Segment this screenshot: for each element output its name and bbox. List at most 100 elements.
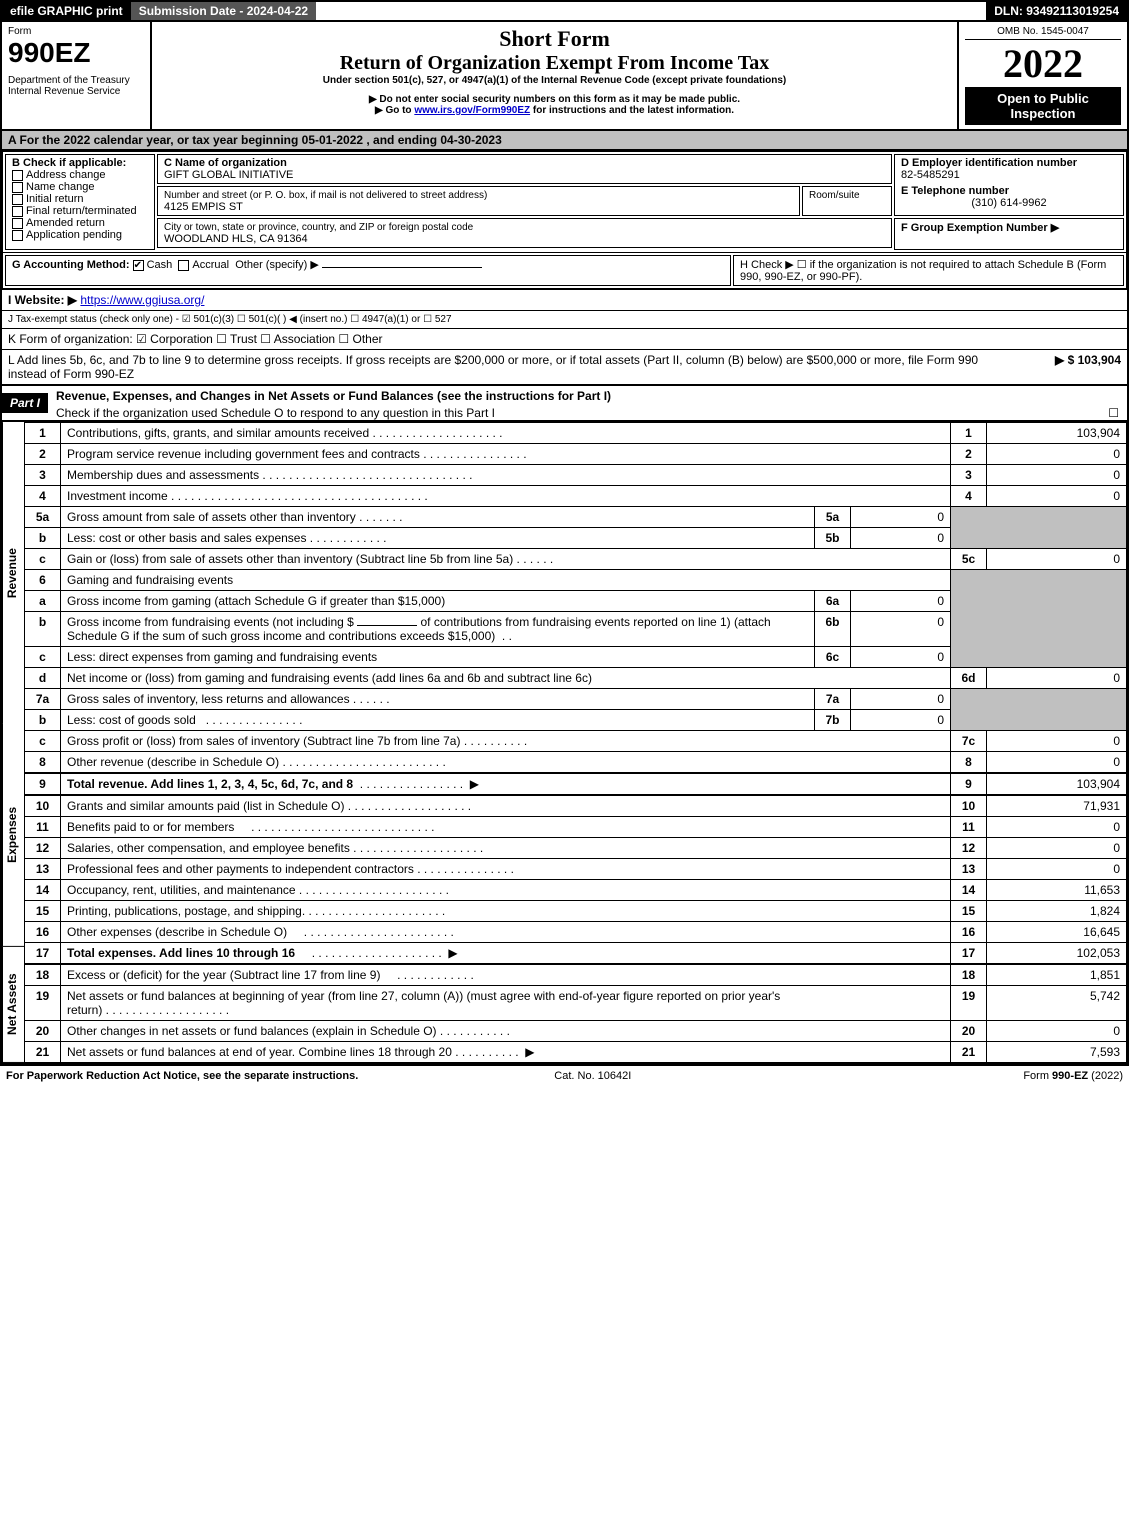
amt-6b: 0 [851, 612, 951, 647]
amt-11: 0 [987, 817, 1127, 838]
city-label: City or town, state or province, country… [164, 222, 473, 233]
amt-5b: 0 [851, 528, 951, 549]
amt-8: 0 [987, 752, 1127, 774]
tax-year: 2022 [965, 40, 1121, 87]
header-left: Form 990EZ Department of the Treasury In… [2, 22, 152, 129]
section-h: H Check ▶ ☐ if the organization is not r… [733, 255, 1124, 286]
amt-1: 103,904 [987, 423, 1127, 444]
e-label: E Telephone number [901, 185, 1117, 197]
cb-application-pending[interactable]: Application pending [12, 229, 148, 241]
cb-amended-return[interactable]: Amended return [12, 217, 148, 229]
form-word: Form [8, 26, 144, 37]
line-7c: c Gross profit or (loss) from sales of i… [25, 731, 1127, 752]
cb-name-change[interactable]: Name change [12, 181, 148, 193]
line-14: 14 Occupancy, rent, utilities, and maint… [25, 880, 1127, 901]
contrib-blank[interactable] [357, 625, 417, 626]
line-3: 3 Membership dues and assessments . . . … [25, 465, 1127, 486]
section-c-addr: Number and street (or P. O. box, if mail… [157, 186, 800, 216]
cb-cash[interactable]: Cash [133, 259, 173, 271]
part-i-bar: Part I Revenue, Expenses, and Changes in… [0, 386, 1129, 422]
phone-value: (310) 614-9962 [901, 197, 1117, 209]
paperwork-notice: For Paperwork Reduction Act Notice, see … [6, 1070, 358, 1082]
org-name: GIFT GLOBAL INITIATIVE [164, 169, 293, 181]
section-g: G Accounting Method: Cash Accrual Other … [5, 255, 731, 286]
amt-4: 0 [987, 486, 1127, 507]
subtitle: Under section 501(c), 527, or 4947(a)(1)… [158, 75, 951, 86]
amt-2: 0 [987, 444, 1127, 465]
section-d-e: D Employer identification number 82-5485… [894, 154, 1124, 216]
amt-10: 71,931 [987, 795, 1127, 817]
amt-7a: 0 [851, 689, 951, 710]
form-header: Form 990EZ Department of the Treasury In… [0, 22, 1129, 131]
section-j: J Tax-exempt status (check only one) - ☑… [2, 310, 1127, 328]
short-form-title: Short Form [158, 26, 951, 52]
cb-final-return[interactable]: Final return/terminated [12, 205, 148, 217]
line-5a: 5a Gross amount from sale of assets othe… [25, 507, 1127, 528]
goto-note: ▶ Go to www.irs.gov/Form990EZ for instru… [158, 105, 951, 116]
f-label: F Group Exemption Number ▶ [901, 222, 1059, 234]
l-text: L Add lines 5b, 6c, and 7b to line 9 to … [8, 353, 1001, 381]
line-8: 8 Other revenue (describe in Schedule O)… [25, 752, 1127, 774]
check-box-icon[interactable]: ☐ [1108, 406, 1119, 420]
section-c-city: City or town, state or province, country… [157, 218, 892, 248]
top-bar: efile GRAPHIC print Submission Date - 20… [0, 0, 1129, 22]
check-text: Check if the organization used Schedule … [56, 406, 1108, 420]
header-mid: Short Form Return of Organization Exempt… [152, 22, 957, 129]
amt-7b: 0 [851, 710, 951, 731]
amt-15: 1,824 [987, 901, 1127, 922]
section-c-name: C Name of organization GIFT GLOBAL INITI… [157, 154, 892, 184]
line-16: 16 Other expenses (describe in Schedule … [25, 922, 1127, 943]
lines-wrapper: Revenue Expenses Net Assets 1 Contributi… [0, 422, 1129, 1065]
room-suite: Room/suite [802, 186, 892, 216]
cb-other[interactable]: Other (specify) ▶ [235, 259, 319, 271]
amt-12: 0 [987, 838, 1127, 859]
section-i: I Website: ▶ https://www.ggiusa.org/ [2, 289, 1127, 310]
other-specify-line[interactable] [322, 267, 482, 268]
c-label: C Name of organization [164, 157, 287, 169]
cb-initial-return[interactable]: Initial return [12, 193, 148, 205]
part-i-title: Revenue, Expenses, and Changes in Net As… [48, 386, 1127, 406]
dept-label: Department of the Treasury Internal Reve… [8, 75, 144, 97]
line-13: 13 Professional fees and other payments … [25, 859, 1127, 880]
room-label: Room/suite [809, 190, 860, 201]
line-6d: d Net income or (loss) from gaming and f… [25, 668, 1127, 689]
omb-number: OMB No. 1545-0047 [965, 26, 1121, 40]
amt-6a: 0 [851, 591, 951, 612]
amt-20: 0 [987, 1021, 1127, 1042]
main-title: Return of Organization Exempt From Incom… [158, 52, 951, 75]
side-labels: Revenue Expenses Net Assets [2, 422, 24, 1063]
amt-19: 5,742 [987, 986, 1127, 1021]
revenue-label: Revenue [2, 422, 24, 724]
part-i-label: Part I [2, 393, 48, 413]
line-11: 11 Benefits paid to or for members . . .… [25, 817, 1127, 838]
amt-5a: 0 [851, 507, 951, 528]
page-footer: For Paperwork Reduction Act Notice, see … [0, 1065, 1129, 1086]
line-20: 20 Other changes in net assets or fund b… [25, 1021, 1127, 1042]
line-10: 10 Grants and similar amounts paid (list… [25, 795, 1127, 817]
note2-post: for instructions and the latest informat… [530, 105, 734, 116]
section-b-label: B Check if applicable: [12, 157, 148, 169]
cb-address-change[interactable]: Address change [12, 169, 148, 181]
amt-9: 103,904 [987, 773, 1127, 795]
section-b: B Check if applicable: Address change Na… [5, 154, 155, 250]
amt-21: 7,593 [987, 1042, 1127, 1063]
efile-label: efile GRAPHIC print [2, 2, 131, 20]
d-label: D Employer identification number [901, 157, 1117, 169]
irs-link[interactable]: www.irs.gov/Form990EZ [414, 105, 530, 116]
amt-5c: 0 [987, 549, 1127, 570]
amt-14: 11,653 [987, 880, 1127, 901]
website-link[interactable]: https://www.ggiusa.org/ [80, 293, 204, 307]
cb-accrual[interactable]: Accrual [178, 259, 229, 271]
line-12: 12 Salaries, other compensation, and emp… [25, 838, 1127, 859]
line-19: 19 Net assets or fund balances at beginn… [25, 986, 1127, 1021]
entity-info-block: B Check if applicable: Address change Na… [0, 151, 1129, 386]
note2-pre: ▶ Go to [375, 105, 414, 116]
form-ref: Form 990-EZ (2022) [1023, 1070, 1123, 1082]
i-label: I Website: ▶ [8, 293, 77, 307]
line-17: 17 Total expenses. Add lines 10 through … [25, 943, 1127, 965]
dln-label: DLN: 93492113019254 [986, 2, 1127, 20]
g-label: G Accounting Method: [12, 259, 130, 271]
amt-6c: 0 [851, 647, 951, 668]
part-i-check: Check if the organization used Schedule … [48, 406, 1127, 420]
addr-value: 4125 EMPIS ST [164, 201, 243, 213]
